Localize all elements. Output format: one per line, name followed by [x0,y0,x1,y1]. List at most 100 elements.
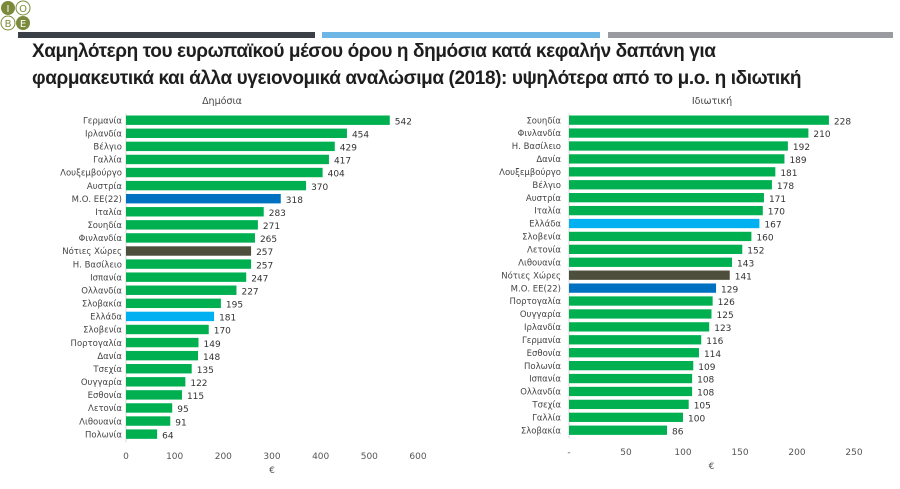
data-label: 170 [768,208,785,218]
bar [126,167,323,178]
category-label: Τσεχία [531,401,561,411]
data-label: 125 [717,311,734,321]
data-label: 109 [698,363,715,373]
data-label: 123 [714,324,731,334]
category-label: Μ.Ο. ΕΕ(22) [72,195,122,205]
bar [126,337,199,348]
tick-label: 50 [620,448,632,458]
category-label: Αυστρία [526,194,562,204]
data-label: 181 [219,314,236,324]
data-label: 370 [311,183,328,193]
page-title: Χαμηλότερη του ευρωπαϊκού μέσου όρου η δ… [32,38,900,92]
data-label: 126 [718,298,735,308]
bar [569,399,689,410]
tick-label: 400 [312,452,329,462]
category-label: Εσθονία [527,349,562,359]
bar [126,207,264,217]
category-label: Βέλγιο [532,180,561,191]
category-label: Πολωνία [524,362,561,372]
data-label: 152 [747,247,764,257]
category-label: Νότιες Χώρες [501,270,561,281]
bar [569,386,693,397]
bar [126,128,347,138]
data-label: 195 [226,301,243,311]
data-label: 143 [737,259,754,269]
bar [569,218,760,229]
chart-1: Ιδιωτική Σουηδία 228 Φινλανδία 210 Η. Βασίλει… [499,96,863,472]
category-label: Η. Βασίλειο [73,260,122,270]
data-label: 115 [187,392,204,402]
category-label: Η. Βασίλειο [512,142,561,152]
bar [126,233,255,243]
data-label: 122 [190,379,207,389]
category-label: Πολωνία [85,430,122,440]
category-label: Ιρλανδία [85,129,122,139]
bar [569,244,743,255]
category-label: Σλοβενία [522,233,561,243]
category-label: Σλοβακία [82,300,123,310]
title-line-2: φαρμακευτικά και άλλα υγειονομικά αναλώσ… [32,68,802,89]
data-label: 192 [793,143,810,153]
data-label: 227 [241,287,258,297]
category-label: Ολλανδία [81,286,122,296]
category-label: Εσθονία [88,391,123,401]
category-label: Λουξεμβούργο [60,168,122,179]
data-label: 86 [672,427,684,437]
svg-text:E: E [20,19,26,30]
bar [126,193,281,204]
bar [569,180,772,190]
bar [126,246,252,256]
tick-label: 0 [123,452,129,462]
data-label: 228 [834,117,851,127]
category-label: Λετονία [88,404,122,414]
bar [126,272,247,282]
title-line-1: Χαμηλότερη του ευρωπαϊκού μέσου όρου η δ… [32,41,716,62]
category-label: Σουηδία [526,116,561,126]
data-label: 181 [780,169,797,179]
data-label: 91 [175,418,186,428]
category-label: Ουγγαρία [520,310,562,320]
data-label: 265 [260,235,277,245]
data-label: 149 [204,340,221,350]
tick-label: 300 [263,452,280,462]
bar [126,285,237,295]
category-label: Ιταλία [534,207,561,217]
data-label: 542 [395,117,412,127]
bar [126,377,186,387]
data-label: 129 [721,285,738,295]
bar [126,154,329,165]
svg-text:I: I [7,4,10,15]
bar [126,259,252,269]
category-label: Γαλλία [93,156,122,166]
bar [126,390,182,400]
data-label: 108 [697,376,714,386]
category-label: Λιθουανία [79,417,122,427]
bar [126,416,171,426]
category-label: Δανία [97,352,122,362]
category-label: Λιθουανία [518,258,561,268]
category-label: Μ.Ο. ΕΕ(22) [511,284,561,294]
chart-title: Δημόσια [202,96,242,107]
category-label: Λουξεμβούργο [499,167,561,178]
category-label: Γερμανία [83,116,122,126]
category-label: Πορτογαλία [510,297,562,307]
data-label: 170 [214,327,231,337]
bar [569,296,713,306]
data-label: 135 [197,366,214,376]
bar [569,257,733,267]
category-label: Φινλανδία [79,234,123,244]
tick-label: 150 [731,448,748,458]
data-label: 257 [256,248,273,258]
header-band-dark [18,32,315,38]
data-label: 171 [769,195,786,205]
bar [569,283,717,293]
tick-label: 200 [215,452,232,462]
category-label: Γαλλία [532,413,561,423]
bar [126,324,209,335]
category-label: Ισπανία [529,375,561,385]
svg-text:O: O [19,4,27,15]
x-axis-label: € [269,466,275,476]
tick-label: 600 [409,452,426,462]
data-label: 271 [263,222,280,232]
data-label: 64 [162,431,174,441]
